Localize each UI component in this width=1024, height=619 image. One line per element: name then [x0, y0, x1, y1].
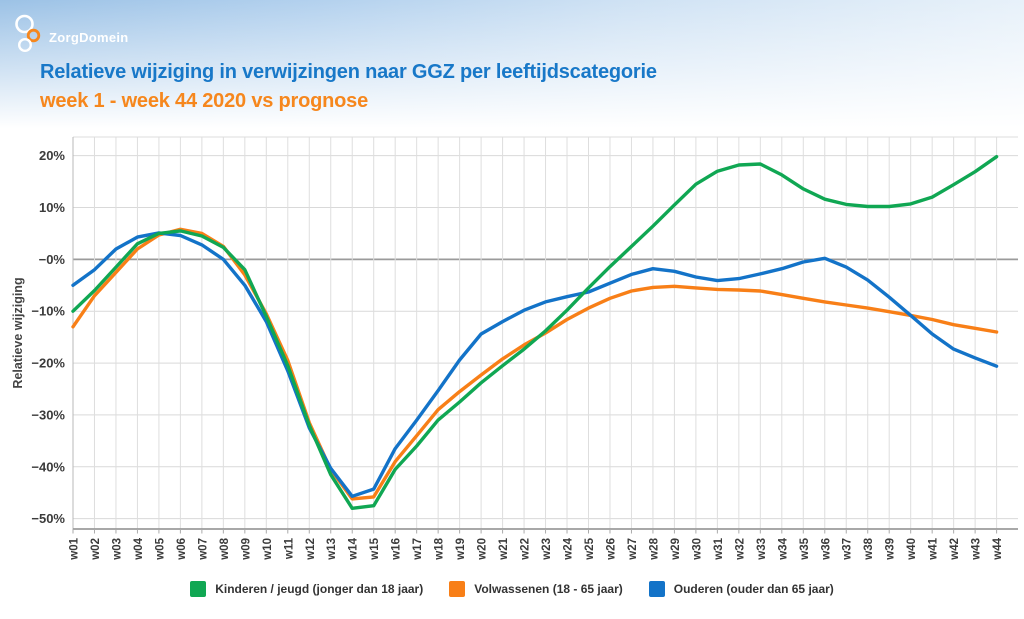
svg-text:w02: w02	[90, 538, 102, 561]
legend-item-ouderen: Ouderen (ouder dan 65 jaar)	[648, 581, 834, 597]
svg-text:−50%: −50%	[31, 511, 65, 526]
svg-text:w37: w37	[842, 538, 854, 561]
svg-text:w26: w26	[605, 538, 617, 561]
svg-text:w13: w13	[326, 538, 338, 561]
page-subtitle: week 1 - week 44 2020 vs prognose	[40, 90, 369, 112]
svg-text:w27: w27	[627, 538, 639, 561]
svg-text:w38: w38	[863, 537, 875, 560]
svg-text:w32: w32	[734, 538, 746, 561]
chart-legend: Kinderen / jeugd (jonger dan 18 jaar) Vol…	[0, 581, 1024, 597]
svg-text:w18: w18	[434, 537, 446, 560]
svg-text:w21: w21	[498, 537, 510, 560]
svg-text:w04: w04	[133, 537, 145, 560]
svg-text:w22: w22	[520, 538, 532, 561]
legend-label: Kinderen / jeugd (jonger dan 18 jaar)	[215, 582, 424, 596]
gridlines	[72, 136, 1018, 534]
svg-text:w06: w06	[176, 538, 188, 561]
page-title: Relatieve wijziging in verwijzingen naar…	[40, 61, 657, 83]
svg-text:10%: 10%	[39, 200, 65, 215]
legend-label: Volwassenen (18 - 65 jaar)	[474, 582, 623, 596]
svg-text:w33: w33	[756, 538, 768, 561]
svg-text:w30: w30	[691, 538, 703, 561]
svg-text:w07: w07	[197, 538, 209, 561]
svg-text:w25: w25	[584, 537, 596, 560]
svg-text:−0%: −0%	[39, 252, 66, 267]
svg-text:w08: w08	[219, 537, 231, 560]
legend-swatch-volwassenen	[449, 581, 466, 597]
svg-text:w34: w34	[777, 537, 789, 560]
svg-text:w16: w16	[391, 538, 403, 561]
svg-text:w01: w01	[69, 537, 81, 560]
zorgdomein-logo-icon	[15, 14, 41, 53]
svg-text:w44: w44	[992, 537, 1004, 560]
svg-text:w31: w31	[713, 537, 725, 560]
svg-text:w36: w36	[820, 538, 832, 561]
svg-text:w12: w12	[305, 538, 317, 561]
svg-text:w24: w24	[563, 537, 575, 560]
svg-text:w42: w42	[949, 538, 961, 561]
svg-text:−20%: −20%	[31, 356, 65, 371]
svg-text:w40: w40	[906, 538, 918, 561]
svg-text:w29: w29	[670, 538, 682, 561]
zorgdomein-logo-text: ZorgDomein	[49, 30, 129, 45]
svg-text:w10: w10	[262, 538, 274, 561]
legend-item-kinderen: Kinderen / jeugd (jonger dan 18 jaar)	[190, 581, 423, 597]
svg-text:w41: w41	[928, 537, 940, 560]
line-volwassenen	[71, 227, 999, 501]
svg-text:w35: w35	[799, 537, 811, 560]
x-axis-labels: w01 w02 w03 w04 w05 w06 w07 w08 w09 w10 w11 w12 w13 w…	[69, 537, 1005, 560]
svg-text:−30%: −30%	[31, 407, 65, 422]
y-axis-labels: 20% 10% −0% −10% −20% −30% −40% −50%	[31, 148, 65, 526]
line-ouderen	[71, 231, 999, 498]
svg-text:w05: w05	[154, 537, 166, 560]
legend-swatch-kinderen	[190, 581, 207, 597]
svg-text:w23: w23	[541, 538, 553, 561]
svg-text:w19: w19	[455, 538, 467, 561]
svg-text:w17: w17	[412, 538, 424, 561]
y-axis-title: Relatieve wijziging	[11, 277, 25, 388]
svg-text:w03: w03	[111, 538, 123, 561]
header-gradient	[0, 0, 1024, 132]
svg-text:−10%: −10%	[31, 304, 65, 319]
svg-text:w09: w09	[240, 538, 252, 561]
svg-text:w15: w15	[369, 537, 381, 560]
svg-text:w43: w43	[971, 538, 983, 561]
svg-text:w11: w11	[283, 537, 295, 560]
svg-text:w39: w39	[885, 538, 897, 561]
line-kinderen	[71, 154, 999, 510]
svg-text:w14: w14	[348, 537, 360, 560]
legend-item-volwassenen: Volwassenen (18 - 65 jaar)	[449, 581, 623, 597]
svg-text:20%: 20%	[39, 148, 65, 163]
svg-text:w28: w28	[648, 537, 660, 560]
svg-text:w20: w20	[477, 538, 489, 561]
legend-swatch-ouderen	[648, 581, 665, 597]
svg-text:−40%: −40%	[31, 459, 65, 474]
legend-label: Ouderen (ouder dan 65 jaar)	[673, 582, 834, 596]
